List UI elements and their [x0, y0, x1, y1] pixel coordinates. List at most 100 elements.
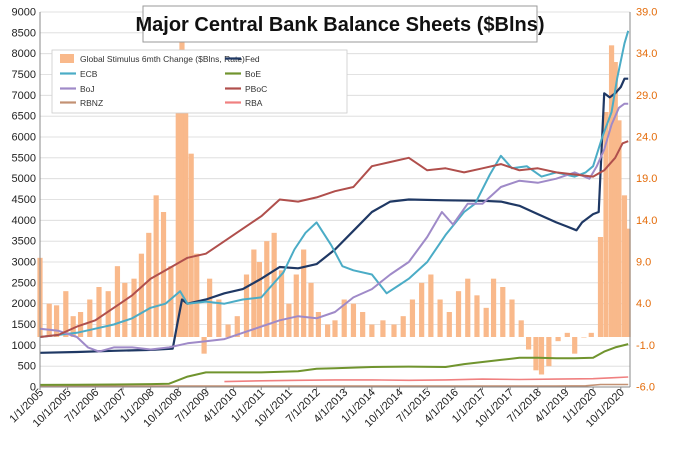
stimulus-bar	[183, 87, 189, 337]
stimulus-bar	[538, 337, 545, 375]
stimulus-bar	[188, 153, 194, 337]
y-tick-label: 2000	[12, 298, 36, 310]
y2-tick-label: 4.0	[636, 298, 651, 310]
stimulus-bar	[96, 287, 102, 337]
legend-box	[51, 49, 348, 114]
stimulus-bar	[264, 241, 270, 337]
stimulus-bar	[380, 320, 386, 337]
stimulus-bar	[341, 299, 347, 337]
y-tick-label: 5500	[12, 152, 36, 164]
right-axis-labels: -6.0 -1.0 4.0 9.0 14.0 19.0 24.0 29.0 34.0 39.0	[636, 7, 657, 394]
y-tick-label: 7000	[12, 90, 36, 102]
y2-tick-label: 34.0	[636, 48, 657, 60]
series-lines	[39, 30, 630, 388]
stimulus-bar	[332, 320, 338, 337]
stimulus-bar	[483, 307, 489, 337]
stimulus-bar	[131, 278, 137, 337]
stimulus-bar	[518, 320, 524, 337]
stimulus-bar	[391, 324, 397, 337]
stimulus-bar	[46, 303, 52, 337]
y2-tick-label: 19.0	[636, 173, 657, 185]
stimulus-bars	[37, 24, 631, 375]
stimulus-bar	[603, 112, 609, 337]
stimulus-bar	[509, 299, 515, 337]
y2-tick-label: 14.0	[636, 215, 657, 227]
series-line-rbnz	[39, 383, 629, 388]
y-tick-label: 0	[30, 382, 36, 394]
legend-label: RBNZ	[80, 98, 103, 108]
series-line-ecb	[39, 30, 630, 338]
y-tick-label: 1000	[12, 340, 36, 352]
stimulus-bar	[278, 270, 285, 337]
y-tick-label: 4000	[12, 215, 36, 227]
stimulus-bar	[225, 324, 231, 337]
stimulus-bar	[474, 295, 480, 337]
y2-tick-label: 39.0	[636, 7, 657, 19]
legend-label: Fed	[245, 54, 260, 64]
stimulus-bar	[564, 332, 570, 337]
stimulus-bar	[168, 266, 174, 337]
legend-label: Global Stimulus 6mth Change ($Blns, Rate…	[80, 54, 245, 64]
stimulus-bar	[428, 274, 434, 337]
stimulus-bar	[63, 291, 69, 337]
stimulus-bar	[465, 278, 471, 337]
y-tick-label: 9000	[12, 7, 36, 19]
stimulus-bar	[146, 232, 152, 337]
y-tick-label: 6500	[12, 111, 36, 123]
y-tick-label: 8000	[12, 48, 36, 60]
stimulus-bar	[360, 312, 366, 337]
chart-title: Major Central Bank Balance Sheets ($Blns…	[135, 14, 544, 36]
y2-tick-label: -6.0	[636, 382, 655, 394]
stimulus-bar	[581, 337, 587, 338]
series-line-fed	[39, 77, 629, 354]
y-tick-label: 7500	[12, 69, 36, 81]
stimulus-bar	[437, 299, 443, 337]
stimulus-bar	[446, 312, 452, 337]
y2-tick-label: 24.0	[636, 132, 657, 144]
stimulus-bar	[201, 337, 207, 354]
chart-title-box: Major Central Bank Balance Sheets ($Blns…	[135, 5, 545, 43]
y-tick-label: 4500	[12, 194, 36, 206]
stimulus-bar	[234, 316, 240, 337]
stimulus-bar	[490, 278, 497, 337]
stimulus-bar	[251, 249, 257, 337]
stimulus-bar	[175, 57, 181, 337]
stimulus-bar	[271, 232, 277, 337]
stimulus-bar	[369, 324, 375, 337]
legend-label: BoE	[245, 69, 261, 79]
series-line-pboc	[39, 140, 629, 338]
stimulus-bar	[286, 303, 292, 337]
stimulus-bar	[588, 332, 594, 337]
y2-tick-label: 9.0	[636, 257, 651, 269]
stimulus-bar	[409, 299, 416, 337]
axes	[39, 12, 631, 390]
legend-swatch-bar	[60, 54, 74, 63]
stimulus-bar	[597, 237, 604, 337]
stimulus-bar	[301, 249, 307, 337]
stimulus-bar	[572, 337, 578, 354]
y-tick-label: 8500	[12, 27, 36, 39]
stimulus-bar	[207, 278, 213, 337]
stimulus-bar	[179, 24, 185, 337]
stimulus-bar	[293, 274, 299, 337]
stimulus-bar	[612, 62, 618, 337]
stimulus-bar	[315, 312, 322, 337]
title-frame	[142, 5, 538, 43]
stimulus-bar	[194, 253, 200, 337]
stimulus-bar	[608, 45, 615, 337]
legend: Global Stimulus 6mth Change ($Blns, Rate…	[51, 49, 348, 114]
stimulus-bar	[616, 120, 622, 337]
stimulus-bar	[153, 195, 159, 337]
stimulus-bar	[546, 337, 552, 367]
y-tick-label: 2500	[12, 277, 36, 289]
y2-tick-label: -1.0	[636, 340, 655, 352]
y-tick-label: 1500	[12, 319, 36, 331]
y-tick-label: 3000	[12, 257, 36, 269]
left-axis-labels: 0 500 1000 1500 2000 2500 3000 3500 4000 4500 5000…	[12, 7, 36, 394]
stimulus-bar	[455, 291, 462, 337]
stimulus-bar	[53, 305, 60, 337]
stimulus-bar	[138, 253, 145, 337]
stimulus-bar	[350, 303, 357, 337]
